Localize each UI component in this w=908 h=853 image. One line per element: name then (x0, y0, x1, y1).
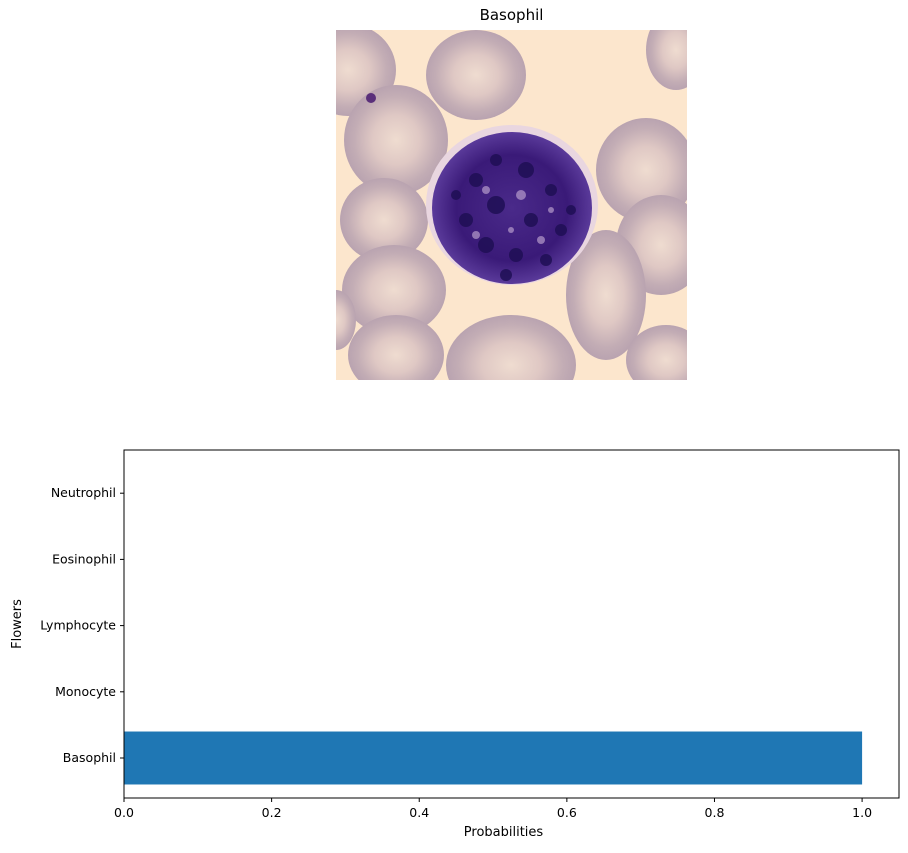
x-tick-label: 0.4 (409, 805, 429, 820)
x-tick-label: 0.2 (262, 805, 282, 820)
x-tick-label: 1.0 (852, 805, 872, 820)
y-tick-label: Lymphocyte (40, 618, 116, 633)
image-title: Basophil (479, 6, 544, 24)
x-tick-label: 0.6 (557, 805, 577, 820)
y-tick-label: Eosinophil (52, 551, 116, 566)
bar-basophil (124, 731, 863, 785)
plot-frame (123, 449, 900, 799)
probability-bar-chart: Basophil Monocyte Lymphocyte Eosinophil Neut… (10, 449, 900, 840)
y-axis-label: Flowers (10, 599, 25, 649)
x-tick-label: 0.8 (705, 805, 725, 820)
x-axis-label: Probabilities (464, 825, 544, 840)
y-tick-label: Basophil (63, 750, 116, 765)
y-tick-label: Monocyte (55, 684, 116, 699)
cell-micrograph (336, 30, 687, 380)
y-tick-label: Neutrophil (51, 485, 116, 500)
x-tick-label: 0.0 (114, 805, 134, 820)
